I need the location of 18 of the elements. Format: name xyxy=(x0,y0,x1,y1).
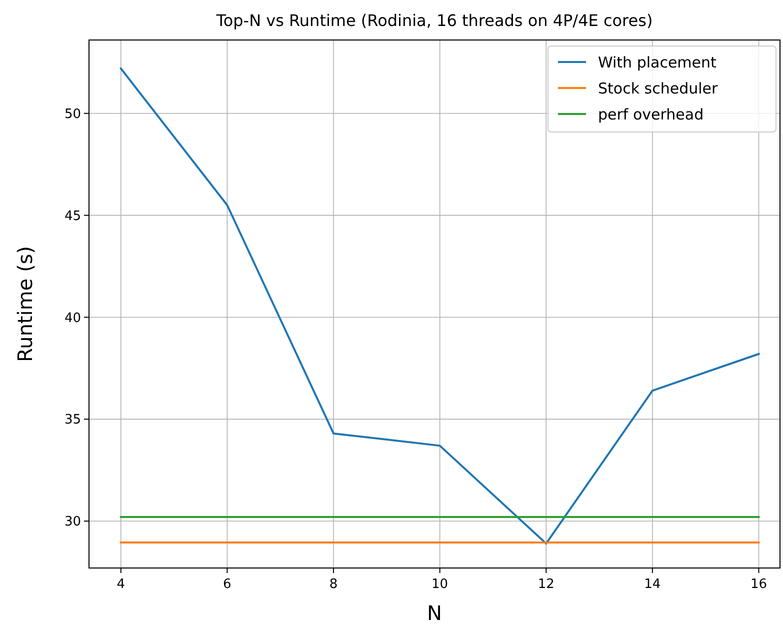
x-tick-label: 12 xyxy=(538,577,554,592)
y-tick-label: 50 xyxy=(64,106,81,122)
y-tick-label: 30 xyxy=(64,514,81,530)
x-tick-label: 10 xyxy=(432,577,448,592)
legend-label: With placement xyxy=(598,53,717,72)
x-tick-label: 8 xyxy=(329,577,338,592)
y-axis-title: Runtime (s) xyxy=(13,246,37,362)
x-tick-label: 16 xyxy=(750,577,768,592)
x-tick-label: 4 xyxy=(116,577,126,592)
legend-label: Stock scheduler xyxy=(598,79,719,98)
x-tick-label: 6 xyxy=(223,577,232,592)
y-tick-label: 40 xyxy=(64,310,81,326)
legend-label: perf overhead xyxy=(598,105,704,124)
y-tick-label: 35 xyxy=(64,412,81,428)
chart-title: Top-N vs Runtime (Rodinia, 16 threads on 4P/4E cores) xyxy=(215,11,653,30)
x-axis-title: N xyxy=(427,601,442,625)
x-tick-label: 14 xyxy=(644,577,661,592)
y-tick-label: 45 xyxy=(64,208,81,224)
